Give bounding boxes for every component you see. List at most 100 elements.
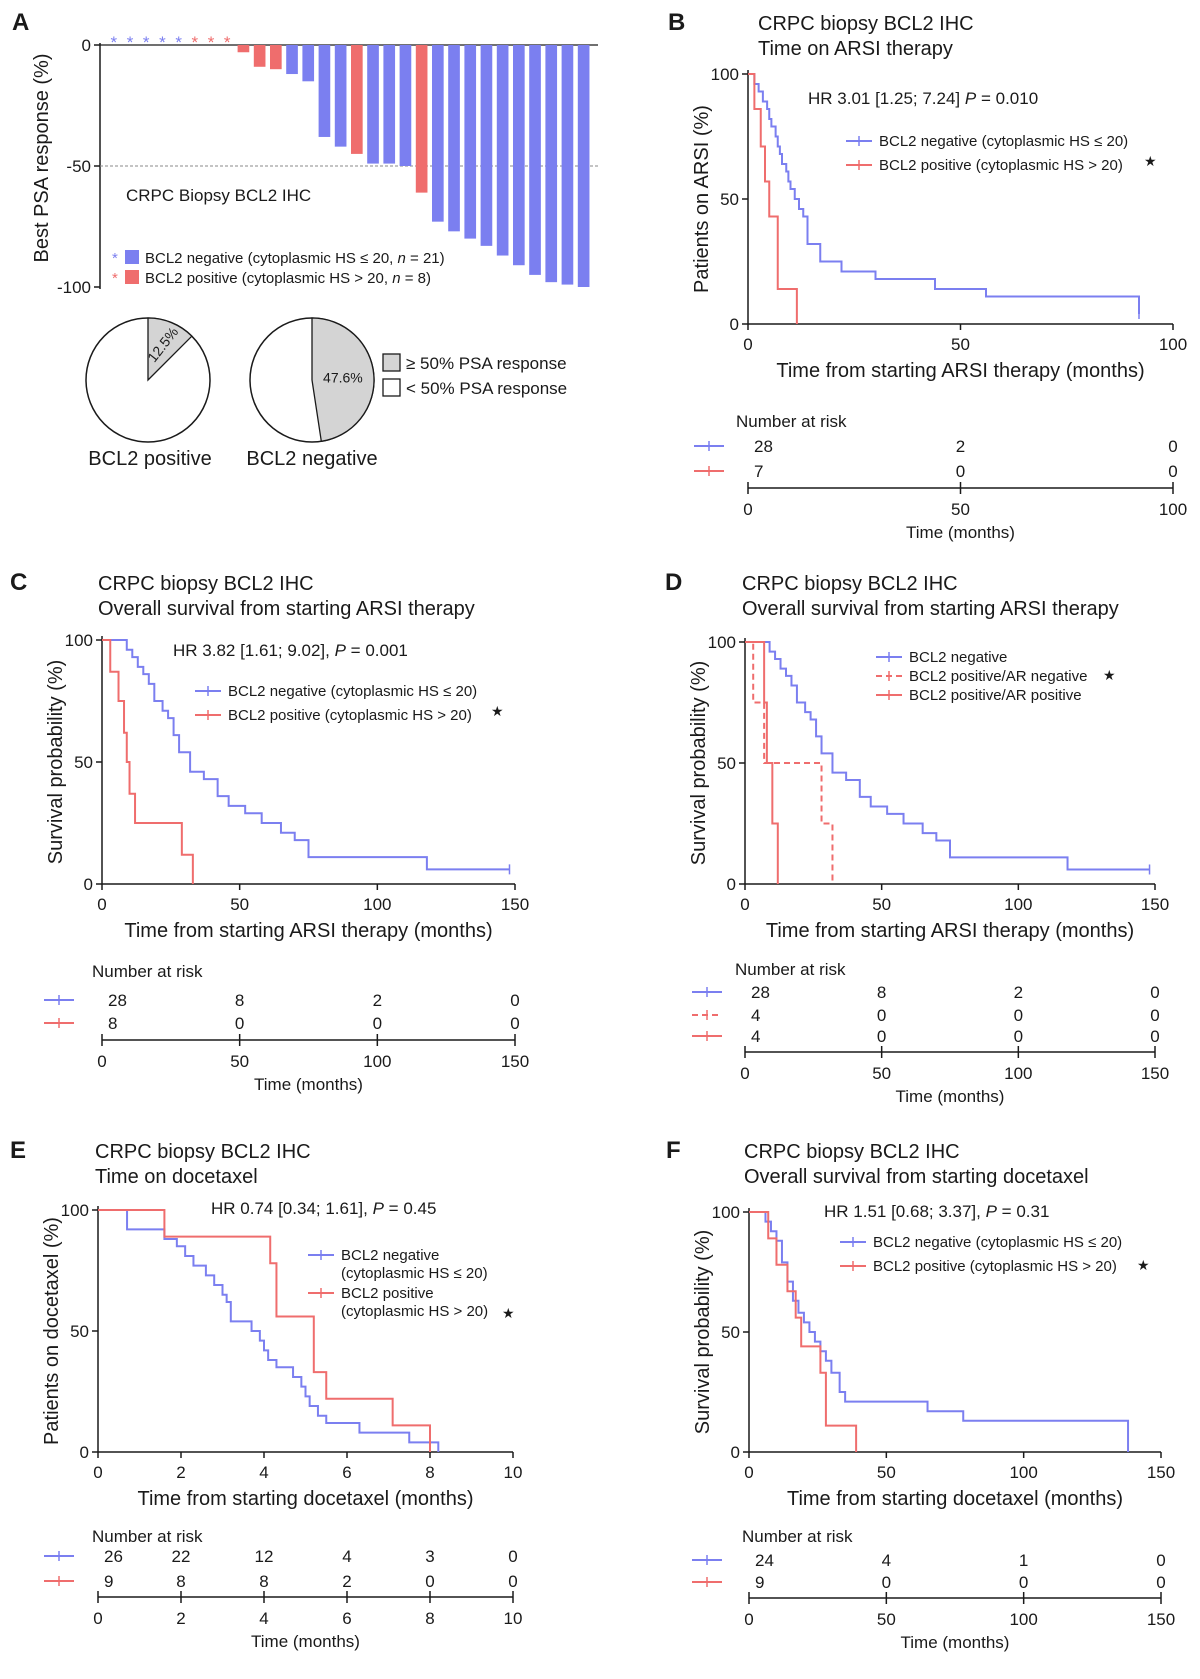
y-tick-label: 0 — [727, 875, 736, 894]
legend-label: BCL2 negative (cytoplasmic HS ≤ 20) — [228, 683, 477, 700]
bar — [496, 45, 509, 256]
pie-legend-label-no-response: < 50% PSA response — [406, 379, 567, 398]
star-marker: * — [192, 33, 199, 52]
panel-a-legend: * BCL2 negative (cytoplasmic HS ≤ 20, n … — [112, 250, 445, 287]
risk-count: 4 — [751, 1027, 760, 1046]
panel-a: A Best PSA response (%) 0-50-100 * * * * * * *… — [12, 9, 598, 470]
panel-title-line: CRPC biopsy BCL2 IHC — [98, 573, 314, 595]
star-marker: * — [208, 33, 215, 52]
x-tick-label: 8 — [425, 1463, 434, 1482]
bar — [318, 45, 331, 137]
significance-star: ★ — [1144, 153, 1157, 169]
panel-d: D CRPC biopsy BCL2 IHC Overall survival fr… — [665, 569, 1169, 1106]
panel-letter-a: A — [12, 9, 29, 36]
p-label: P — [335, 641, 347, 660]
bar — [448, 45, 460, 232]
risk-axis-tick-label: 10 — [504, 1609, 523, 1628]
y-axis-title: Patients on docetaxel (%) — [41, 1217, 63, 1445]
y-tick-label: 0 — [84, 875, 93, 894]
x-tick-label: 50 — [872, 895, 891, 914]
risk-table-title: Number at risk — [92, 1527, 203, 1546]
x-tick-label: 100 — [363, 895, 391, 914]
bar — [351, 45, 363, 154]
panel-title-line: Overall survival from starting ARSI ther… — [98, 598, 475, 620]
y-tick-label: -100 — [57, 278, 91, 297]
risk-table-title: Number at risk — [735, 960, 846, 979]
star-marker: * — [175, 33, 182, 52]
risk-count: 22 — [172, 1547, 191, 1566]
km-curve-1 — [98, 1209, 440, 1452]
risk-axis-tick-label: 50 — [872, 1064, 891, 1083]
bar — [432, 45, 444, 222]
risk-axis-tick-label: 50 — [951, 500, 970, 519]
pie-legend-label-response: ≥ 50% PSA response — [406, 354, 567, 373]
bar — [513, 45, 525, 266]
panel-e: E CRPC biopsy BCL2 IHC Time on docetaxel 0 2… — [10, 1137, 522, 1651]
legend-star-positive: * — [112, 270, 118, 287]
risk-count: 8 — [176, 1572, 185, 1591]
star-marker: * — [224, 33, 231, 52]
risk-axis-title: Time (months) — [251, 1632, 360, 1651]
y-tick-label: 50 — [720, 190, 739, 209]
x-tick-label: 50 — [877, 1463, 896, 1482]
risk-count: 12 — [255, 1547, 274, 1566]
panel-c: C CRPC biopsy BCL2 IHC Overall survival fr… — [10, 569, 529, 1094]
legend-swatch-negative — [125, 250, 139, 264]
risk-axis-tick-label: 150 — [1141, 1064, 1169, 1083]
bar — [286, 45, 298, 75]
panel-title-line: Time on docetaxel — [95, 1166, 258, 1188]
panel-letter: B — [668, 9, 685, 36]
km-curve-1 — [745, 641, 1150, 871]
risk-count: 0 — [425, 1572, 434, 1591]
p-label: P — [965, 89, 977, 108]
risk-count: 0 — [508, 1547, 517, 1566]
panel-letter: D — [665, 569, 682, 596]
panel-title-line: Overall survival from starting docetaxel — [744, 1166, 1089, 1188]
y-axis-title: Patients on ARSI (%) — [691, 105, 713, 293]
pie-slice-response — [147, 317, 193, 382]
risk-axis-tick-label: 8 — [425, 1609, 434, 1628]
hr-value: HR 0.74 [0.34; 1.61], — [211, 1199, 373, 1218]
legend-swatch-positive — [125, 270, 139, 284]
panel-b: B CRPC biopsy BCL2 IHC Time on ARSI therap… — [668, 9, 1187, 542]
x-tick-label: 6 — [342, 1463, 351, 1482]
x-tick-label: 100 — [1004, 895, 1032, 914]
risk-axis-title: Time (months) — [901, 1633, 1010, 1652]
panel-letter: E — [10, 1137, 26, 1164]
risk-axis-tick-label: 150 — [1147, 1610, 1175, 1629]
risk-count: 0 — [508, 1572, 517, 1591]
risk-count: 4 — [882, 1551, 891, 1570]
bar — [561, 45, 574, 285]
risk-count: 7 — [754, 462, 763, 481]
risk-axis-tick-label: 100 — [363, 1052, 391, 1071]
risk-axis-tick-label: 50 — [877, 1610, 896, 1629]
y-tick-label: 100 — [65, 631, 93, 650]
x-tick-label: 0 — [743, 335, 752, 354]
x-axis-title: Time from starting docetaxel (months) — [137, 1488, 473, 1510]
y-tick-label: 50 — [74, 753, 93, 772]
risk-axis-tick-label: 0 — [744, 1610, 753, 1629]
pie-label-positive: BCL2 positive — [88, 448, 211, 470]
risk-count: 0 — [1156, 1573, 1165, 1592]
significance-star: ★ — [502, 1305, 515, 1321]
km-curve-3 — [745, 641, 779, 884]
y-axis-title: Survival probability (%) — [688, 661, 710, 866]
x-tick-label: 100 — [1009, 1463, 1037, 1482]
y-tick-label: 50 — [70, 1322, 89, 1341]
legend-label-positive: BCL2 positive (cytoplasmic HS > 20, n = … — [145, 270, 431, 287]
x-tick-label: 0 — [97, 895, 106, 914]
risk-count: 0 — [510, 1014, 519, 1033]
x-tick-label: 2 — [176, 1463, 185, 1482]
risk-count: 3 — [425, 1547, 434, 1566]
legend-label: BCL2 positive/AR negative — [909, 668, 1087, 685]
x-tick-label: 100 — [1159, 335, 1187, 354]
y-tick-label: 50 — [717, 754, 736, 773]
risk-count: 1 — [1019, 1551, 1028, 1570]
x-tick-label: 4 — [259, 1463, 268, 1482]
x-axis-title: Time from starting docetaxel (months) — [787, 1488, 1123, 1510]
panel-title-line: Overall survival from starting ARSI ther… — [742, 598, 1119, 620]
risk-count: 24 — [755, 1551, 774, 1570]
p-value: = 0.31 — [997, 1202, 1049, 1221]
p-value: = 0.001 — [346, 641, 408, 660]
